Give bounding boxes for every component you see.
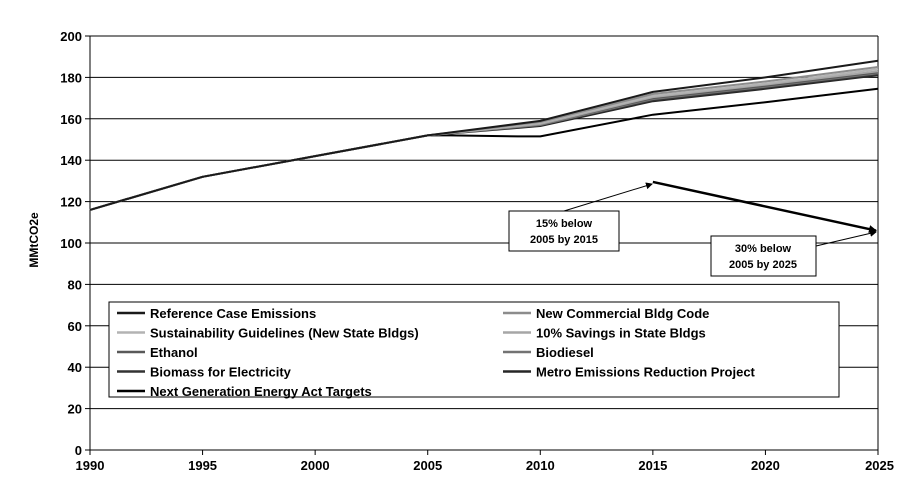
annotation-text: 30% below [735, 243, 792, 255]
annotation-box [508, 210, 620, 252]
series-line [89, 73, 879, 211]
series-line [89, 87, 879, 211]
x-tick-label: 1995 [188, 458, 217, 473]
legend-item: Sustainability Guidelines (New State Bld… [117, 326, 419, 341]
series-lines [89, 59, 879, 211]
legend-item: Ethanol [117, 345, 198, 360]
annotation-box [710, 235, 817, 277]
y-tick-label: 40 [68, 360, 82, 375]
legend-label: New Commercial Bldg Code [536, 306, 709, 321]
target-line-group [652, 180, 877, 233]
y-tick-label: 120 [60, 195, 82, 210]
legend-item: Biomass for Electricity [117, 365, 292, 380]
x-tick-label: 2020 [751, 458, 780, 473]
y-tick-label: 80 [68, 277, 82, 292]
legend-label: 10% Savings in State Bldgs [536, 326, 706, 341]
y-tick-label: 200 [60, 29, 82, 44]
x-tick-label: 2010 [526, 458, 555, 473]
legend-item: Next Generation Energy Act Targets [117, 384, 372, 399]
legend-label: Ethanol [150, 345, 198, 360]
annotation-connector [563, 182, 653, 212]
annotation-callout: 30% below 2005 by 2025 [710, 229, 877, 277]
x-tick-label: 2025 [865, 458, 894, 473]
y-tick-label: 0 [75, 443, 82, 458]
annotation-text: 2005 by 2025 [729, 259, 797, 271]
y-tick-label: 140 [60, 153, 82, 168]
annotation-connector [815, 229, 877, 247]
axes: 0 20 40 60 80 100 120 140 160 180 200 1990 1995 2000 2… [60, 29, 894, 473]
legend-item: New Commercial Bldg Code [503, 306, 709, 321]
legend-label: Metro Emissions Reduction Project [536, 365, 756, 380]
y-axis-label: MMtCO2e [27, 212, 41, 268]
target-arrow-line [652, 180, 877, 233]
annotation-text: 15% below [536, 218, 593, 230]
series-line [89, 70, 879, 211]
legend: Reference Case Emissions New Commercial B… [108, 301, 840, 399]
legend-item: Reference Case Emissions [117, 306, 316, 321]
legend-item: Metro Emissions Reduction Project [503, 365, 756, 380]
y-axis-label-group: MMtCO2e [27, 212, 41, 268]
x-tick-label: 2005 [413, 458, 442, 473]
x-tick-label: 2015 [638, 458, 667, 473]
legend-item: 10% Savings in State Bldgs [503, 326, 706, 341]
annotations: 15% below 2005 by 2015 30% below 2005 by 20… [508, 182, 877, 277]
x-tick-label: 1990 [76, 458, 105, 473]
legend-box [108, 301, 840, 398]
annotation-callout: 15% below 2005 by 2015 [508, 182, 653, 252]
y-tick-label: 180 [60, 70, 82, 85]
y-tick-label: 20 [68, 402, 82, 417]
legend-label: Biomass for Electricity [150, 365, 292, 380]
legend-label: Biodiesel [536, 345, 594, 360]
y-tick-label: 100 [60, 236, 82, 251]
legend-label: Sustainability Guidelines (New State Bld… [150, 326, 419, 341]
legend-item: Biodiesel [503, 345, 594, 360]
series-line [89, 74, 879, 211]
y-tick-label: 60 [68, 319, 82, 334]
x-tick-label: 2000 [301, 458, 330, 473]
annotation-text: 2005 by 2015 [530, 234, 598, 246]
legend-label: Next Generation Energy Act Targets [150, 384, 372, 399]
y-tick-label: 160 [60, 112, 82, 127]
series-line [89, 59, 879, 211]
legend-label: Reference Case Emissions [150, 306, 316, 321]
series-line [89, 71, 879, 211]
series-line [89, 72, 879, 211]
